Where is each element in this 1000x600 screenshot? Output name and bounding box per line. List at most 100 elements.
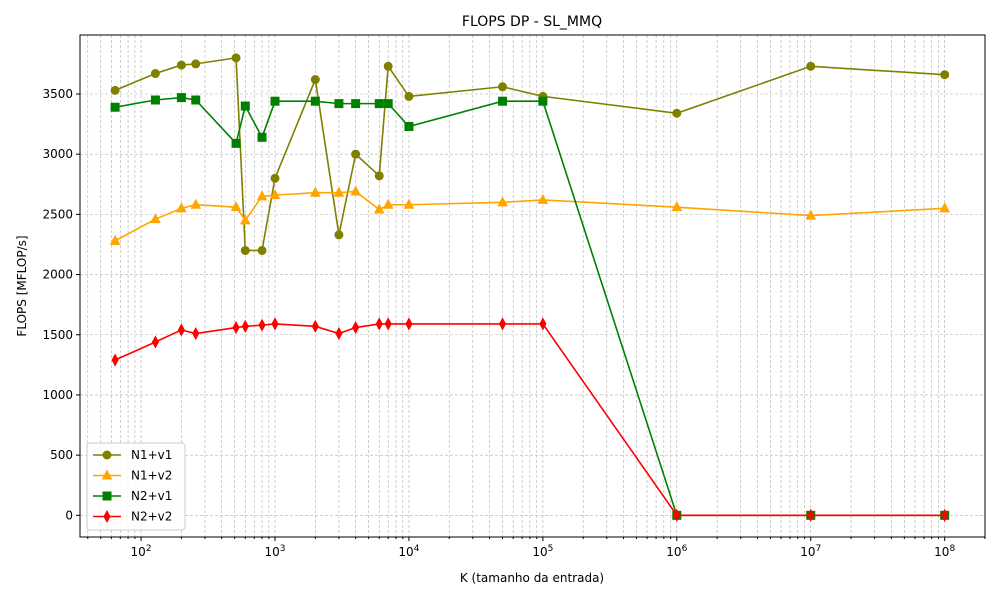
legend-item: N1+v1: [93, 448, 172, 462]
data-point: [807, 508, 815, 522]
data-point: [271, 317, 279, 331]
data-point: [231, 53, 241, 63]
data-point: [103, 509, 111, 524]
x-tick-label: 108: [934, 544, 955, 559]
data-point: [176, 93, 186, 103]
data-point: [672, 108, 682, 118]
data-point: [192, 327, 200, 341]
series-n1-v1: [110, 53, 950, 255]
y-tick-label: 3500: [42, 87, 73, 101]
y-tick-label: 0: [65, 508, 73, 522]
data-point: [256, 190, 268, 201]
data-point: [382, 198, 394, 209]
data-point: [102, 491, 112, 501]
data-point: [176, 202, 187, 213]
data-point: [191, 95, 201, 105]
data-point: [109, 234, 121, 245]
series-n2-v1: [110, 93, 950, 520]
x-tick-label: 102: [131, 544, 152, 559]
y-tick-label: 2500: [42, 207, 73, 221]
data-point: [232, 320, 240, 335]
data-point: [498, 82, 508, 92]
data-point: [383, 61, 393, 71]
legend-item: N2+v2: [93, 510, 172, 524]
legend-label: N2+v1: [131, 489, 172, 503]
data-point: [257, 245, 267, 255]
data-point: [671, 201, 683, 212]
data-point: [374, 99, 384, 109]
data-point: [539, 317, 547, 331]
data-point: [350, 185, 361, 196]
data-point: [537, 193, 549, 204]
axes: 0 500 1000 1500 2000 2500 3000 3500 102 103 104 105…: [42, 87, 986, 559]
data-point: [405, 317, 413, 331]
series-n1-v2: [109, 185, 951, 245]
series-n2-v2: [111, 317, 949, 522]
legend-box: [86, 442, 186, 531]
data-point: [150, 95, 160, 105]
data-point: [806, 61, 816, 71]
data-point: [111, 353, 119, 367]
data-point: [351, 149, 361, 159]
x-tick-label: 105: [532, 544, 553, 559]
legend-label: N1+v1: [131, 448, 172, 462]
data-point: [269, 189, 281, 200]
data-point: [258, 318, 266, 332]
data-point: [939, 202, 951, 213]
data-point: [334, 99, 344, 109]
x-tick-label: 107: [800, 544, 821, 559]
y-tick-label: 1000: [42, 388, 73, 402]
data-point: [110, 85, 120, 95]
data-point: [351, 99, 361, 109]
legend-item: N1+v2: [93, 469, 172, 483]
data-point: [497, 196, 508, 207]
legend: N1+v1 N1+v2 N2+v1 N2+v2: [86, 442, 186, 531]
data-point: [538, 96, 548, 106]
plot-frame: [79, 34, 986, 538]
y-axis-label: FLOPS [MFLOP/s]: [15, 235, 29, 336]
data-point: [241, 319, 249, 333]
data-point: [374, 171, 384, 181]
x-tick-label: 104: [398, 544, 419, 559]
data-point: [101, 469, 113, 480]
y-tick-label: 2000: [42, 268, 73, 282]
data-point: [403, 198, 415, 209]
x-tick-label: 103: [264, 544, 285, 559]
x-axis-label: K (tamanho da entrada): [460, 571, 604, 585]
data-point: [941, 508, 949, 522]
data-point: [375, 317, 383, 331]
data-point: [373, 203, 385, 214]
data-point: [404, 91, 414, 101]
data-point: [384, 317, 392, 331]
data-point: [334, 230, 344, 240]
data-point: [404, 121, 414, 131]
data-point: [498, 96, 508, 106]
data-point: [190, 198, 202, 209]
data-point: [310, 75, 320, 85]
data-point: [383, 99, 393, 109]
y-tick-label: 3000: [42, 147, 73, 161]
data-point: [239, 214, 251, 225]
data-point: [940, 70, 950, 80]
data-point: [498, 317, 507, 331]
data-point: [311, 319, 319, 333]
data-point: [310, 96, 320, 106]
series-layer: [109, 53, 951, 522]
data-point: [333, 186, 345, 197]
data-point: [309, 186, 321, 197]
data-point: [110, 102, 120, 112]
data-point: [176, 60, 186, 70]
data-point: [805, 209, 817, 220]
data-point: [150, 69, 160, 79]
legend-label: N2+v2: [131, 510, 172, 524]
data-point: [673, 508, 681, 522]
data-point: [191, 59, 201, 69]
data-point: [177, 323, 185, 337]
x-tick-label: 106: [666, 544, 687, 559]
data-point: [150, 213, 161, 224]
data-point: [335, 327, 343, 341]
data-point: [102, 450, 112, 460]
data-point: [231, 138, 241, 148]
legend-label: N1+v2: [131, 469, 172, 483]
